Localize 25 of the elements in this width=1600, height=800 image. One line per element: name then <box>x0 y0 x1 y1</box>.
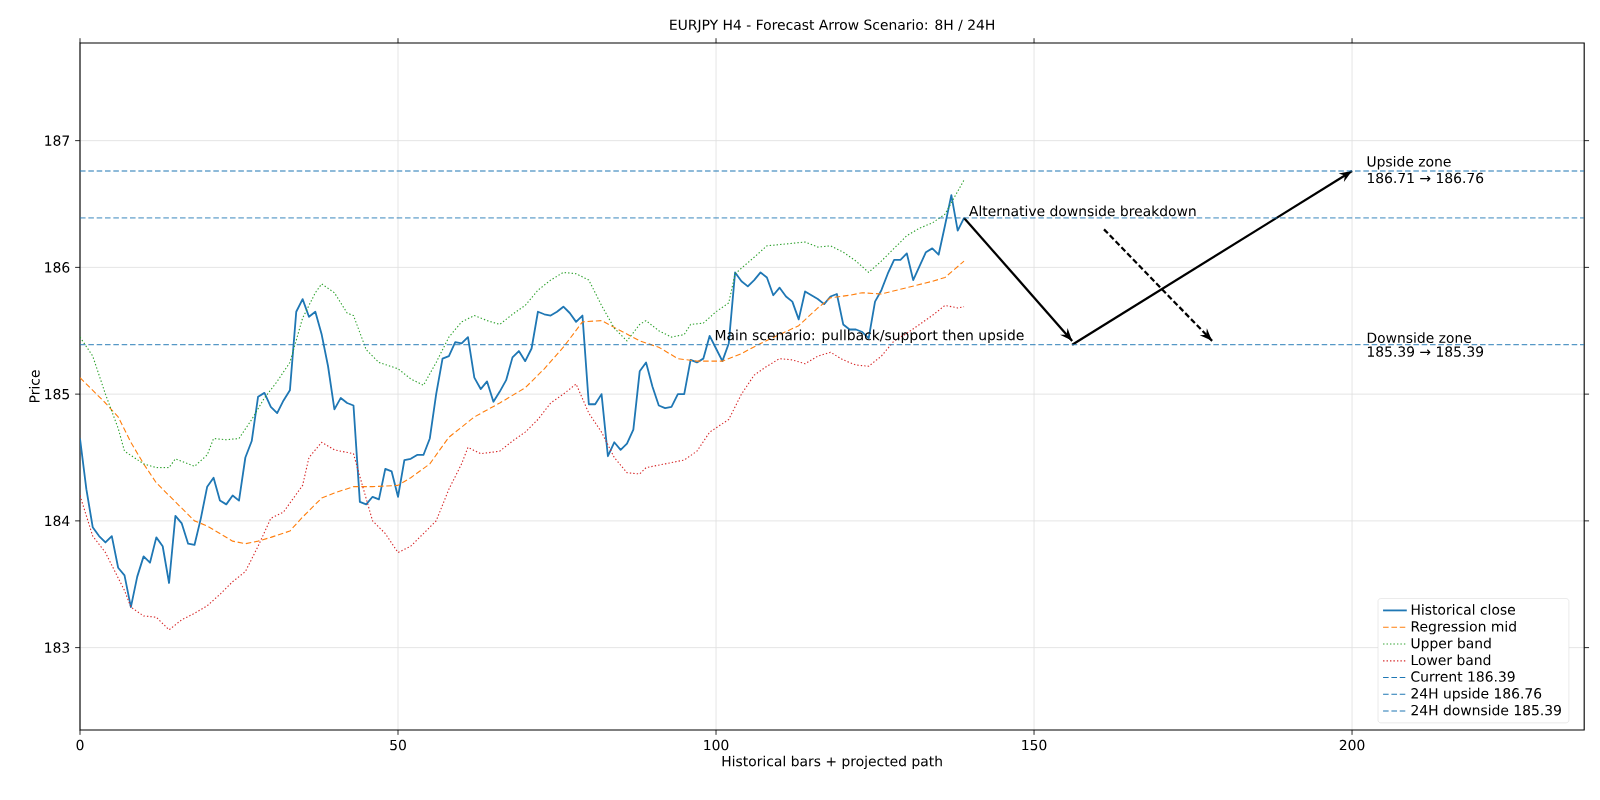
annotation: Downside zone <box>1367 332 1472 344</box>
x-tick-label: 100 <box>704 739 729 751</box>
y-tick-label: 184 <box>45 515 70 527</box>
y-tick-label: 185 <box>45 388 70 400</box>
legend-label: Current 186.39 <box>1411 671 1515 682</box>
x-tick-label: 50 <box>390 739 406 751</box>
y-tick-label: 186 <box>45 262 70 273</box>
chart-title: EURJPY H4 - Forecast Arrow Scenario: 8H / 24H <box>670 19 994 33</box>
legend-label: Lower band <box>1411 654 1491 666</box>
y-tick-label: 187 <box>45 135 70 146</box>
x-axis-title: Historical bars + projected path <box>722 755 942 770</box>
annotation: Upside zone <box>1367 155 1451 170</box>
annotation: 185.39 → 185.39 <box>1367 346 1484 357</box>
legend-label: Upper band <box>1411 637 1491 652</box>
y-tick-label: 183 <box>45 642 70 653</box>
x-tick-label: 200 <box>1339 739 1365 751</box>
y-axis-title: Price <box>28 370 40 403</box>
annotation: Alternative downside breakdown <box>969 205 1196 217</box>
annotation: 186.71 → 186.76 <box>1367 172 1484 184</box>
x-tick-label: 150 <box>1022 739 1047 751</box>
legend-label: Historical close <box>1411 604 1515 615</box>
x-tick-label: 0 <box>76 739 84 751</box>
legend-label: 24H upside 186.76 <box>1411 687 1542 702</box>
legend-label: 24H downside 185.39 <box>1411 704 1561 716</box>
legend-label: Regression mid <box>1411 620 1516 635</box>
